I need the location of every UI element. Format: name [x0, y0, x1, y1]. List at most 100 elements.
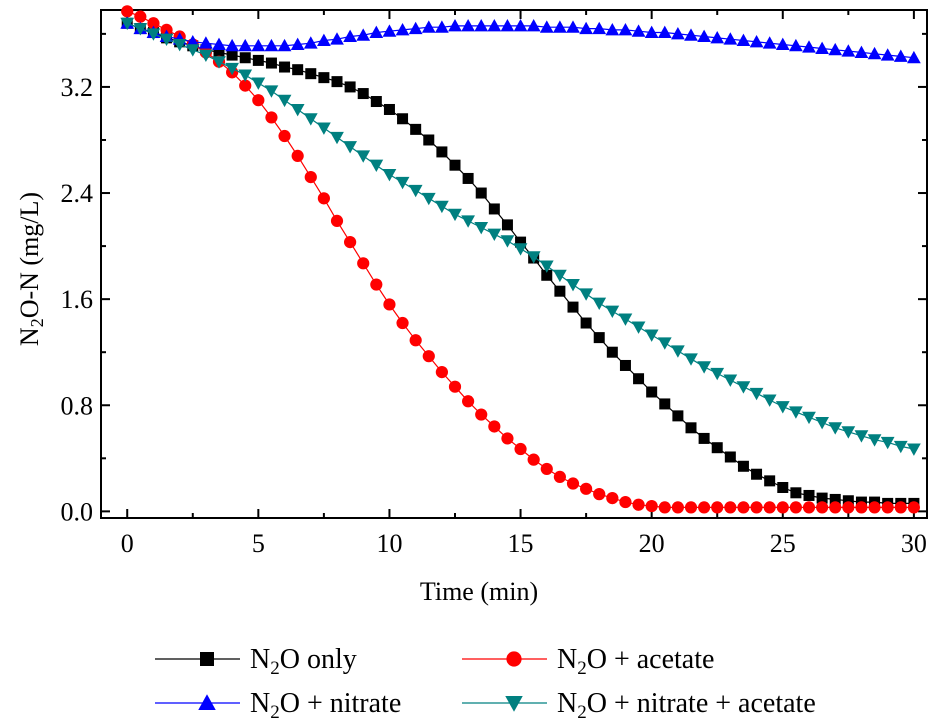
y-tick-label: 0.8 — [61, 391, 94, 420]
data-point — [252, 94, 265, 107]
data-point — [553, 20, 567, 33]
x-tick-label: 5 — [252, 529, 265, 558]
data-point — [239, 79, 252, 92]
data-point — [751, 468, 763, 480]
data-point — [265, 111, 278, 124]
data-point — [513, 243, 528, 256]
data-point — [344, 81, 356, 93]
data-point — [868, 501, 881, 514]
data-point — [815, 417, 829, 430]
data-point — [893, 49, 908, 62]
data-point — [461, 215, 475, 228]
data-point — [279, 61, 291, 73]
data-point — [252, 54, 264, 66]
legend-label: N2O + acetate — [557, 644, 714, 679]
data-point — [567, 301, 579, 313]
data-point — [277, 38, 292, 52]
data-point — [213, 46, 225, 58]
data-point — [475, 408, 488, 421]
data-point — [698, 432, 710, 444]
data-point — [357, 257, 370, 270]
data-point — [199, 36, 213, 49]
data-point — [789, 501, 802, 514]
data-point — [566, 477, 580, 490]
data-point — [724, 501, 737, 514]
data-point — [251, 38, 266, 52]
data-point — [698, 501, 711, 514]
data-point — [828, 422, 843, 435]
data-point — [566, 279, 580, 292]
data-point — [212, 37, 226, 50]
data-point — [488, 203, 500, 215]
legend: N2O only N2O + acetate N2O + nitrate N2O + … — [155, 644, 816, 723]
data-point — [408, 21, 423, 35]
data-point — [238, 69, 253, 82]
data-point — [408, 184, 423, 198]
data-point — [841, 44, 856, 57]
data-point — [421, 192, 436, 206]
data-point — [749, 34, 764, 48]
data-point — [396, 316, 409, 330]
data-point — [711, 442, 723, 454]
data-point — [199, 49, 213, 62]
data-point — [515, 236, 527, 248]
legend-item: N2O + acetate — [462, 644, 714, 679]
data-point — [475, 187, 487, 199]
data-point — [816, 492, 828, 504]
data-point — [146, 28, 161, 41]
data-point — [671, 501, 684, 514]
legend-item: N2O only — [155, 644, 357, 679]
data-point — [763, 501, 776, 514]
data-point — [317, 33, 331, 47]
data-point — [592, 297, 607, 311]
data-point — [292, 64, 304, 76]
data-point — [749, 387, 764, 401]
data-point — [907, 50, 921, 64]
data-point — [330, 131, 344, 145]
data-point — [867, 46, 882, 60]
data-point — [829, 493, 841, 505]
data-point — [645, 499, 658, 513]
data-point — [776, 501, 789, 514]
data-point — [448, 208, 462, 222]
data-point — [762, 36, 777, 49]
data-point — [513, 19, 528, 32]
x-tick-label: 10 — [376, 529, 402, 558]
data-point — [736, 33, 751, 47]
data-point — [501, 432, 514, 445]
data-point — [854, 45, 869, 58]
data-point — [894, 501, 907, 514]
data-point — [606, 346, 618, 358]
legend-item: N2O + nitrate + acetate — [462, 688, 816, 723]
data-point — [343, 141, 357, 154]
x-tick-label: 0 — [121, 529, 134, 558]
y-tick-label: 1.6 — [61, 285, 94, 314]
data-point — [657, 25, 672, 39]
data-point — [579, 288, 593, 301]
data-point — [369, 25, 384, 39]
data-point — [212, 56, 226, 69]
data-point — [397, 113, 409, 125]
data-point — [764, 475, 776, 487]
data-point — [225, 38, 239, 52]
data-point — [697, 29, 711, 43]
data-point — [500, 19, 515, 32]
legend-marker — [200, 652, 214, 666]
data-point — [435, 200, 449, 214]
data-point — [185, 34, 200, 48]
legend-marker — [506, 651, 522, 667]
data-point — [657, 337, 672, 350]
data-point — [265, 57, 277, 69]
data-point — [684, 501, 698, 514]
data-point — [409, 334, 422, 347]
data-point — [539, 20, 554, 33]
data-point — [723, 32, 738, 45]
data-point — [356, 28, 371, 41]
data-point — [777, 481, 789, 493]
data-point — [724, 451, 736, 463]
data-point — [579, 21, 593, 35]
data-point — [514, 442, 527, 456]
data-point — [435, 20, 449, 33]
data-point — [421, 20, 436, 33]
